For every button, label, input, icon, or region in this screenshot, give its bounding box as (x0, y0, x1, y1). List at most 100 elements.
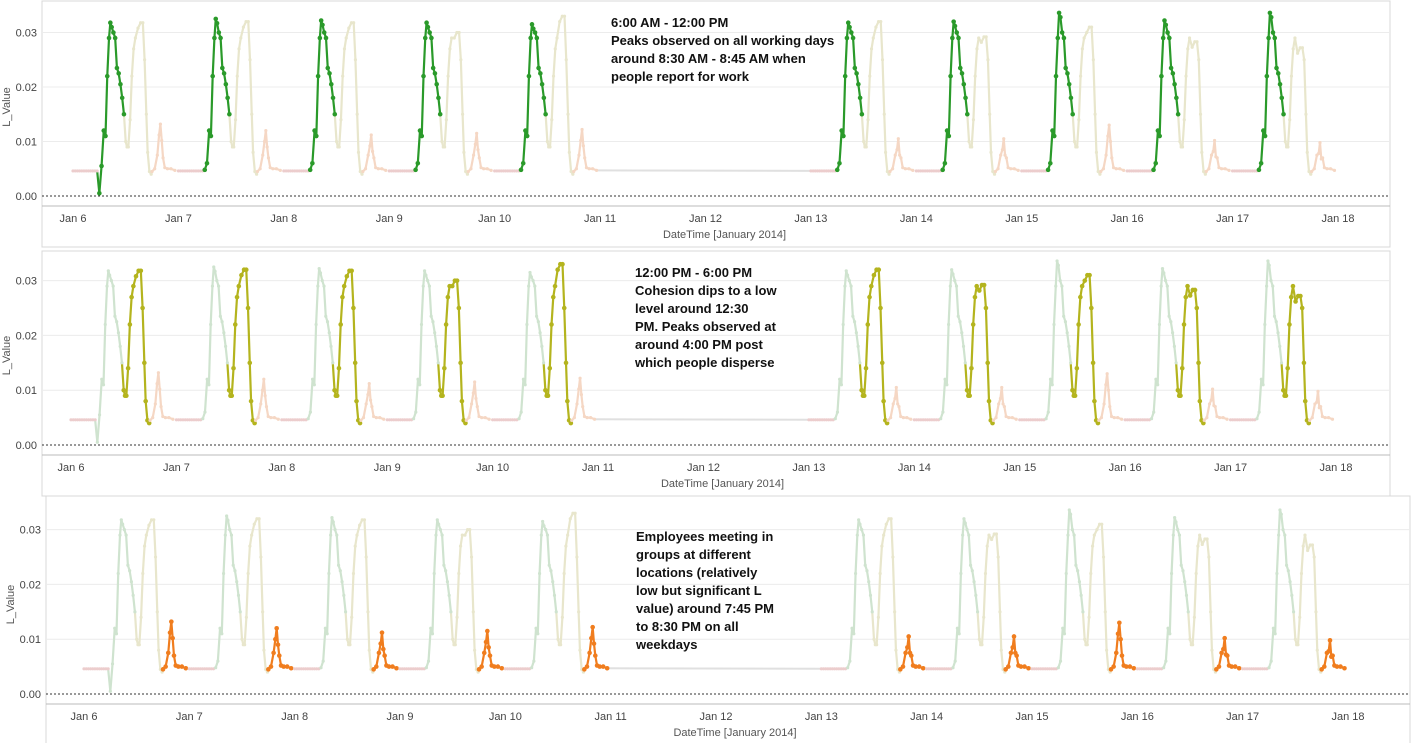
series-segment (470, 555, 475, 613)
data-point (370, 149, 375, 153)
highlight-point (204, 161, 210, 166)
data-point (547, 563, 551, 567)
data-point (963, 521, 967, 525)
series-segment (232, 323, 237, 370)
data-point (252, 522, 256, 526)
data-point (424, 666, 428, 670)
data-point (950, 268, 954, 272)
highlight-point (332, 111, 338, 117)
data-point (84, 418, 88, 422)
data-point (323, 626, 327, 630)
data-point (320, 279, 324, 283)
data-point (246, 20, 250, 24)
data-point (355, 112, 359, 116)
series-segment (1005, 156, 1010, 169)
data-point (392, 418, 396, 422)
series-segment (161, 156, 166, 169)
series-segment (327, 534, 332, 575)
data-point (122, 528, 126, 532)
series-segment (264, 129, 269, 149)
series-segment (520, 378, 525, 414)
data-point (909, 417, 913, 421)
series-segment (901, 651, 907, 668)
series-segment (550, 295, 555, 326)
series-segment (893, 610, 898, 652)
series-segment (563, 544, 568, 575)
data-point (347, 26, 351, 30)
series-segment (1094, 113, 1098, 154)
highlight-point (456, 305, 462, 311)
data-point (218, 314, 222, 318)
data-point (943, 377, 947, 381)
data-point (1032, 667, 1036, 671)
data-point (1252, 169, 1257, 173)
y-axis-title: L_Value (1, 87, 13, 127)
highlight-point (1334, 664, 1340, 669)
data-point (148, 418, 152, 422)
data-point (916, 169, 921, 173)
data-point (1246, 169, 1250, 173)
series-segment (842, 75, 847, 138)
data-point (1241, 667, 1245, 671)
data-point (1211, 149, 1215, 153)
series-segment (1069, 361, 1074, 392)
x-tick-label: Jan 11 (584, 213, 616, 225)
data-point (1300, 46, 1305, 50)
data-point (291, 169, 295, 173)
series-segment (1173, 345, 1178, 364)
data-point (1184, 593, 1189, 597)
data-point (250, 112, 254, 116)
data-point (368, 398, 373, 402)
highlight-point (1280, 387, 1286, 393)
series-segment (866, 75, 871, 121)
highlight-point (863, 366, 869, 371)
series-segment (1323, 651, 1329, 668)
data-point (931, 667, 935, 671)
data-point (923, 418, 927, 422)
data-point (974, 593, 978, 597)
data-point (550, 118, 554, 122)
highlight-point (900, 664, 906, 669)
series-segment (539, 331, 543, 348)
data-point (1148, 667, 1153, 671)
series-segment (447, 47, 451, 78)
highlight-point (560, 261, 565, 267)
series-segment (115, 572, 120, 635)
highlight-point (133, 273, 139, 279)
data-point (1007, 416, 1011, 420)
data-point (537, 571, 542, 576)
highlight-point (1006, 664, 1011, 669)
data-point (284, 169, 288, 173)
x-axis-title: DateTime [January 2014] (661, 478, 784, 490)
series-segment (326, 320, 331, 334)
highlight-point (1192, 287, 1198, 293)
data-point (558, 20, 562, 24)
data-point (1093, 112, 1097, 116)
data-point (288, 169, 293, 173)
data-point (921, 169, 925, 173)
data-point (515, 169, 519, 173)
data-point (434, 344, 439, 348)
series-segment (1303, 534, 1309, 552)
highlight-point (1056, 10, 1062, 16)
data-point (564, 58, 568, 62)
y-tick-label: 0.00 (16, 191, 37, 203)
series-segment (566, 400, 571, 422)
highlight-point (841, 133, 846, 139)
highlight-point (1118, 636, 1123, 642)
series-segment (1075, 323, 1080, 370)
data-point (453, 643, 457, 647)
data-point (580, 127, 584, 132)
series-segment (363, 518, 368, 559)
highlight-point (550, 294, 556, 300)
highlight-point (940, 167, 945, 173)
data-point (953, 659, 957, 663)
series-segment (245, 268, 250, 310)
data-point (951, 666, 955, 670)
highlight-point (318, 18, 324, 23)
data-point (508, 169, 512, 173)
series-segment (525, 285, 530, 326)
data-point (295, 418, 299, 422)
data-point (925, 169, 929, 173)
data-point (979, 40, 983, 44)
